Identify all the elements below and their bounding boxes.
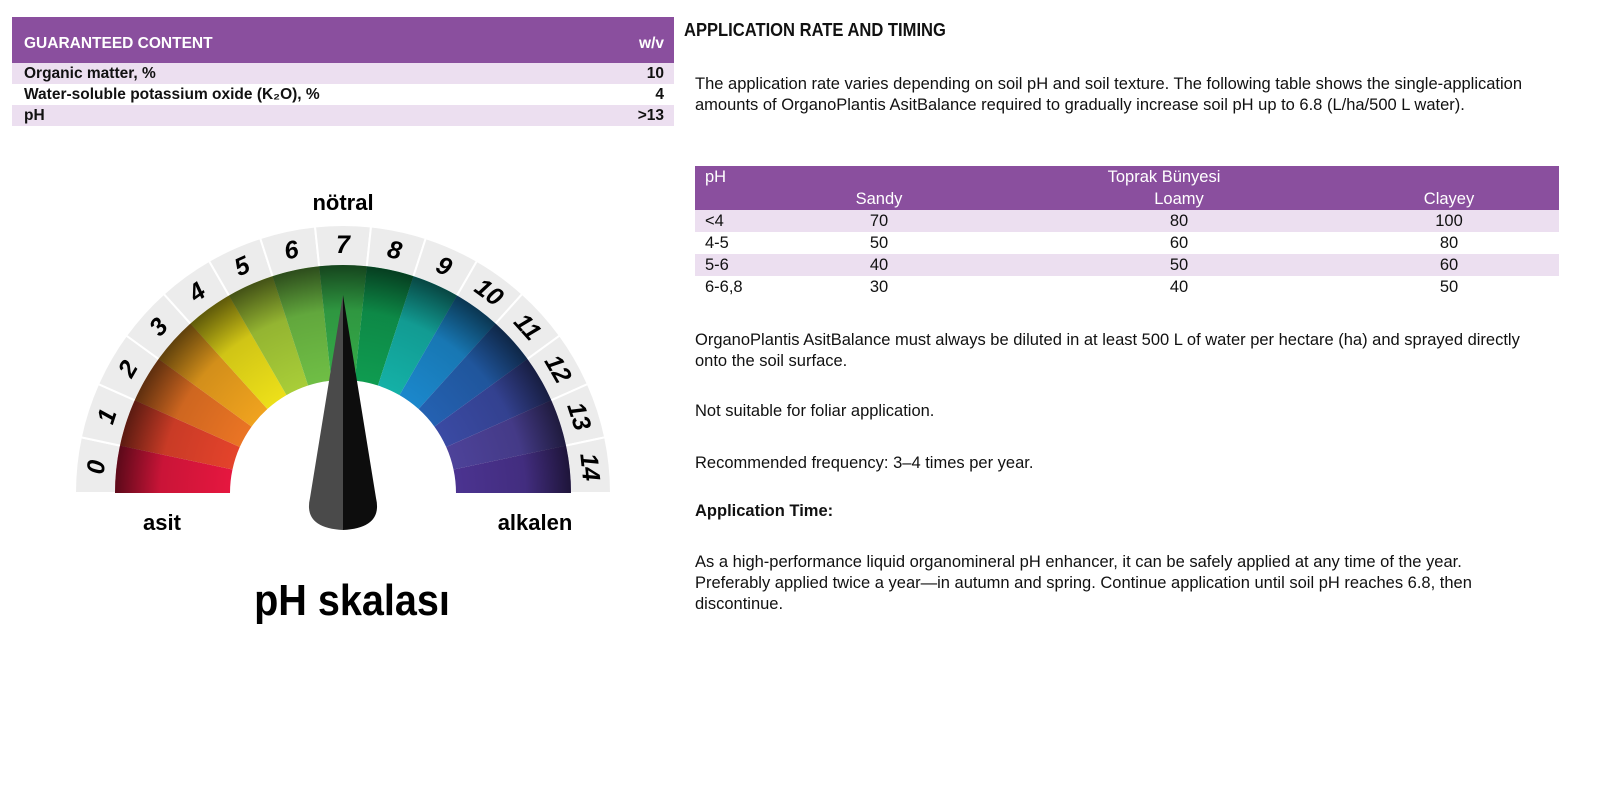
cell-value: 60 — [1169, 234, 1189, 252]
cell-value: 40 — [869, 256, 889, 274]
cell-value: 40 — [1169, 278, 1189, 296]
gc-unit: w/v — [639, 35, 664, 52]
row-value: >13 — [637, 107, 664, 124]
col-sandy: Sandy — [855, 190, 903, 208]
col-ph: pH — [705, 168, 727, 186]
dilution-text: OrganoPlantis AsitBalance must always be… — [695, 331, 1520, 370]
cell-ph: 6-6,8 — [705, 278, 743, 296]
row-value: 4 — [655, 86, 664, 103]
gc-header: GUARANTEED CONTENT — [24, 35, 213, 52]
col-group: Toprak Bünyesi — [1107, 168, 1221, 186]
table-row: 6-6,8 30 40 50 — [695, 276, 1559, 298]
col-clayey: Clayey — [1423, 190, 1475, 208]
alkaline-label: alkalen — [498, 510, 573, 535]
tick-label: 0 — [82, 459, 111, 476]
row-label: Organic matter, % — [24, 65, 156, 82]
table-row: Water-soluble potassium oxide (K₂O), % 4 — [12, 84, 674, 105]
row-label: Water-soluble potassium oxide (K₂O), % — [24, 86, 320, 103]
intro-text: The application rate varies depending on… — [695, 75, 1523, 114]
cell-value: 70 — [869, 212, 889, 230]
cell-ph: 4-5 — [705, 234, 729, 252]
cell-ph: 5-6 — [705, 256, 729, 274]
cell-value: 80 — [1439, 234, 1459, 252]
tick-label: 7 — [336, 231, 351, 259]
frequency-text: Recommended frequency: 3–4 times per yea… — [695, 454, 1034, 472]
time-heading: Application Time: — [695, 502, 834, 520]
cell-value: 100 — [1435, 212, 1463, 230]
application-section: APPLICATION RATE AND TIMING — [684, 20, 1524, 41]
cell-value: 50 — [869, 234, 889, 252]
table-row: 4-5 50 60 80 — [695, 232, 1559, 254]
table-row: 5-6 40 50 60 — [695, 254, 1559, 276]
acid-label: asit — [143, 510, 182, 535]
time-text: As a high-performance liquid organominer… — [695, 553, 1472, 613]
guaranteed-content-table: GUARANTEED CONTENT w/v Organic matter, % 1… — [12, 17, 674, 126]
tick-label: 8 — [385, 235, 405, 265]
cell-value: 50 — [1169, 256, 1189, 274]
cell-ph: <4 — [705, 212, 724, 230]
gauge-title: pH skalası — [254, 575, 450, 624]
needle — [308, 295, 378, 530]
cell-value: 30 — [869, 278, 889, 296]
table-row: Organic matter, % 10 — [12, 63, 674, 84]
cell-value: 50 — [1439, 278, 1459, 296]
application-rate-table: pH Toprak Bünyesi Sandy Loamy Clayey <4 70… — [695, 166, 1559, 298]
cell-value: 80 — [1169, 212, 1189, 230]
neutral-label: nötral — [312, 190, 373, 215]
needle-left — [308, 295, 343, 530]
foliar-text: Not suitable for foliar application. — [695, 402, 935, 420]
section-heading: APPLICATION RATE AND TIMING — [684, 20, 946, 40]
row-label: pH — [24, 107, 45, 124]
row-value: 10 — [646, 65, 664, 82]
col-loamy: Loamy — [1154, 190, 1204, 208]
needle-right — [343, 295, 378, 530]
table-row: <4 70 80 100 — [695, 210, 1559, 232]
cell-value: 60 — [1439, 256, 1459, 274]
tick-label: 14 — [574, 452, 605, 483]
table-row: pH >13 — [12, 105, 674, 126]
